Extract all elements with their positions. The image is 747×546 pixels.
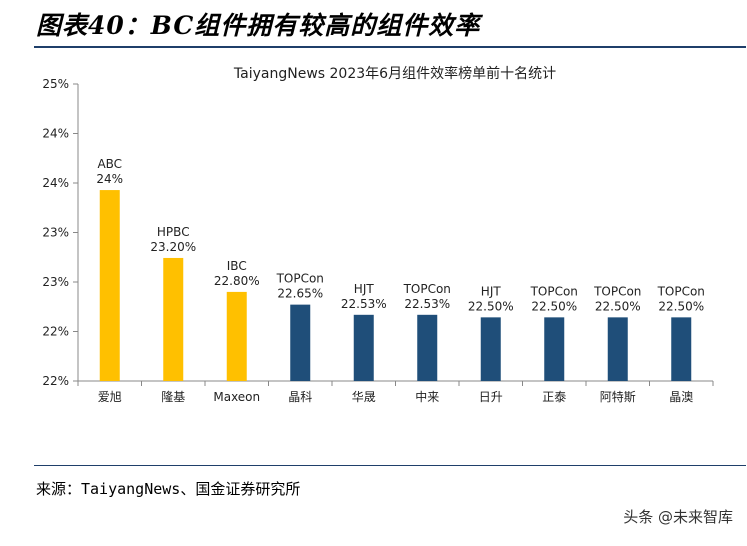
technology-label: IBC: [227, 259, 247, 273]
figure-title: 图表40：BC组件拥有较高的组件效率: [36, 11, 481, 40]
value-label: 22.50%: [468, 299, 514, 313]
bar: [163, 257, 184, 381]
top-rule: [34, 46, 746, 48]
value-label: 22.80%: [214, 274, 260, 288]
technology-label: HJT: [481, 284, 502, 298]
chart-bars: [99, 190, 692, 381]
value-label: 22.53%: [341, 297, 387, 311]
value-label: 24%: [96, 172, 123, 186]
category-label: 阿特斯: [600, 389, 636, 404]
category-label: 中来: [415, 389, 439, 404]
technology-label: TOPCon: [657, 284, 705, 298]
category-label: 隆基: [161, 389, 185, 404]
bar: [671, 317, 692, 381]
category-label: 日升: [479, 390, 503, 404]
value-label: 22.50%: [595, 299, 641, 313]
y-tick-label: 23%: [42, 226, 69, 240]
value-label: 22.53%: [404, 297, 450, 311]
technology-label: TOPCon: [593, 284, 641, 298]
chart-title: TaiyangNews 2023年6月组件效率榜单前十名统计: [233, 65, 556, 82]
category-label: 爱旭: [98, 390, 122, 404]
bottom-rule: [34, 465, 746, 466]
source-note: 来源：TaiyangNews、国金证券研究所: [36, 480, 301, 498]
technology-label: ABC: [97, 157, 122, 171]
category-label: 晶科: [288, 390, 312, 404]
value-label: 23.20%: [150, 240, 196, 254]
value-label: 22.50%: [658, 299, 704, 313]
bar: [290, 304, 311, 381]
category-label: 华晟: [352, 390, 376, 404]
bar: [417, 314, 438, 381]
y-tick-label: 23%: [42, 275, 69, 289]
category-label: 正泰: [542, 390, 566, 404]
y-tick-label: 24%: [42, 176, 69, 190]
y-tick-label: 25%: [42, 77, 69, 91]
bar: [607, 317, 628, 381]
bar: [480, 317, 501, 381]
technology-label: HJT: [354, 282, 375, 296]
watermark: 头条 @未来智库: [623, 508, 733, 526]
bar: [353, 314, 374, 381]
technology-label: TOPCon: [530, 284, 578, 298]
chart-axes: 22% 22% 23% 23% 24% 24% 25%: [42, 77, 714, 388]
y-tick-label: 22%: [42, 325, 69, 339]
value-label: 22.50%: [531, 299, 577, 313]
bar: [544, 317, 565, 381]
bar-chart: TaiyangNews 2023年6月组件效率榜单前十名统计 22% 22% 23%…: [42, 65, 714, 404]
y-tick-label: 24%: [42, 127, 69, 141]
technology-label: HPBC: [157, 225, 190, 239]
bar: [99, 190, 120, 381]
category-label: 晶澳: [669, 390, 693, 404]
category-label: Maxeon: [213, 390, 260, 404]
technology-label: TOPCon: [403, 282, 451, 296]
y-tick-label: 22%: [42, 374, 69, 388]
technology-label: TOPCon: [276, 272, 324, 286]
bar: [226, 291, 247, 381]
value-label: 22.65%: [277, 287, 323, 301]
